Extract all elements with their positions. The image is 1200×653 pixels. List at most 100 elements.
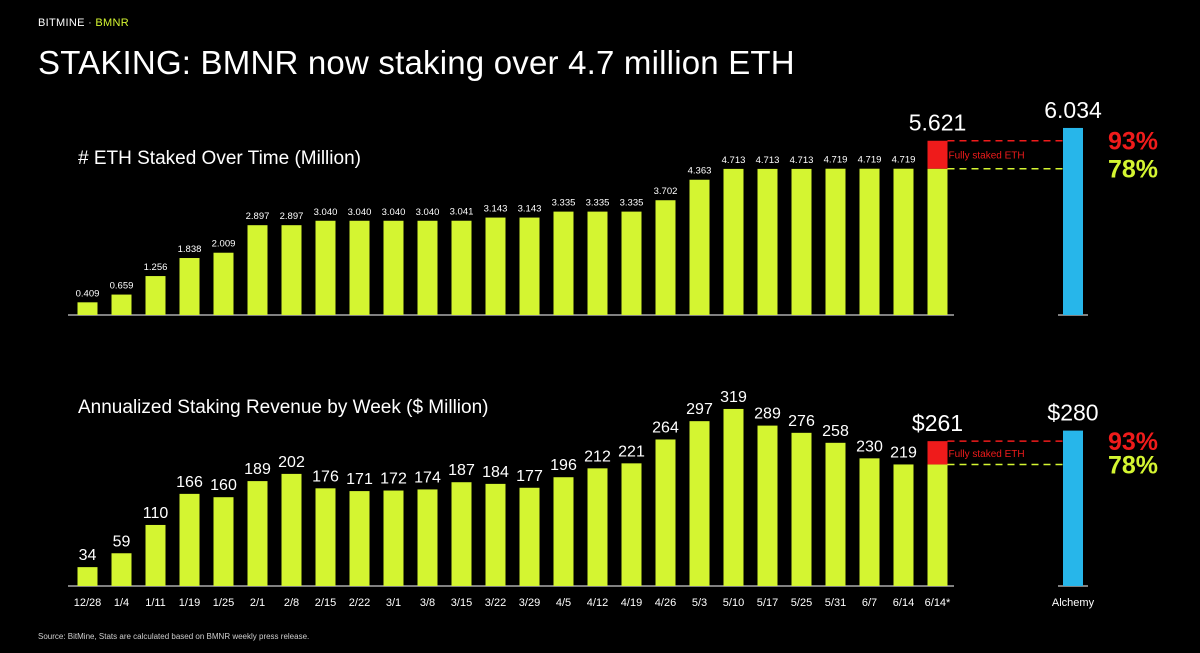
panel-1-value-label-6: 202 — [278, 454, 305, 471]
panel-0-bar-16 — [621, 211, 642, 315]
panel-1-value-label-9: 172 — [380, 471, 407, 488]
panel-0-bar-7 — [315, 220, 336, 315]
brand-ticker: BMNR — [95, 17, 129, 29]
panel-0-bar-25 — [927, 168, 948, 315]
panel-1-benchmark-label: $280 — [1047, 400, 1098, 426]
panel-0-bar-4 — [213, 252, 234, 315]
panel-1-value-label-19: 319 — [720, 389, 747, 406]
panel-0-percent-label-0: 93% — [1108, 128, 1158, 156]
panel-0-benchmark-bar — [1063, 127, 1083, 315]
x-tick-label-6: 2/8 — [284, 597, 299, 609]
x-tick-label-1: 1/4 — [114, 597, 129, 609]
panel-1-value-label-1: 59 — [113, 533, 131, 550]
panel-0-value-label-17: 3.702 — [654, 186, 678, 197]
x-tick-label-17: 4/26 — [655, 597, 676, 609]
panel-1-bar-4 — [213, 497, 234, 586]
brand-separator: · — [88, 17, 93, 29]
x-tick-label-5: 2/1 — [250, 597, 265, 609]
panel-1-bar-22 — [825, 442, 846, 586]
x-tick-label-21: 5/25 — [791, 597, 812, 609]
panel-0-value-label-21: 4.713 — [790, 155, 814, 166]
panel-0-fully-staked-label: 5.621 — [909, 110, 967, 136]
x-tick-label-15: 4/12 — [587, 597, 608, 609]
x-tick-label-20: 5/17 — [757, 597, 778, 609]
panel-0-fully-staked-bar — [927, 140, 948, 169]
source-note: Source: BitMine, Stats are calculated ba… — [38, 632, 310, 641]
panel-1-fully-staked-label: $261 — [912, 410, 963, 436]
panel-0-value-label-1: 0.659 — [110, 281, 134, 292]
panel-0-benchmark-label: 6.034 — [1044, 97, 1102, 123]
panel-0-bar-0 — [77, 302, 98, 315]
x-tick-label-19: 5/10 — [723, 597, 744, 609]
panel-1-value-label-14: 196 — [550, 457, 577, 474]
x-tick-label-22: 5/31 — [825, 597, 846, 609]
panel-1-value-label-12: 184 — [482, 464, 509, 481]
panel-0-value-label-20: 4.713 — [756, 155, 780, 166]
panel-1-fully-staked-annotation: Fully staked ETH — [949, 449, 1025, 460]
panel-1-bar-20 — [757, 425, 778, 586]
x-tick-label-24: 6/14 — [893, 597, 914, 609]
panel-1-fully-staked-bar — [927, 441, 948, 465]
panel-0-value-label-13: 3.143 — [518, 204, 542, 215]
brand-header: BITMINE · BMNR — [38, 17, 129, 29]
panel-1-value-label-13: 177 — [516, 468, 543, 485]
panel-0-value-label-2: 1.256 — [144, 262, 168, 273]
panel-1-bar-0 — [77, 567, 98, 586]
panel-0-bar-18 — [689, 179, 710, 315]
panel-1-bar-11 — [451, 482, 472, 586]
page-title: STAKING: BMNR now staking over 4.7 milli… — [38, 44, 795, 81]
panel-0-bar-19 — [723, 168, 744, 315]
panel-1-value-label-10: 174 — [414, 469, 441, 486]
panel-0-percent-label-1: 78% — [1108, 156, 1158, 184]
panel-1-value-label-21: 276 — [788, 413, 815, 430]
x-tick-label-13: 3/29 — [519, 597, 540, 609]
x-tick-label-3: 1/19 — [179, 597, 200, 609]
panel-1-value-label-11: 187 — [448, 462, 475, 479]
panel-0-value-label-24: 4.719 — [892, 155, 916, 166]
panel-0-value-label-14: 3.335 — [552, 198, 576, 209]
panel-0-value-label-9: 3.040 — [382, 207, 406, 218]
panel-1-value-label-17: 264 — [652, 419, 679, 436]
panel-0-bar-24 — [893, 168, 914, 315]
panel-0-bar-20 — [757, 168, 778, 315]
panel-1-bar-24 — [893, 464, 914, 586]
panel-0-value-label-22: 4.719 — [824, 155, 848, 166]
panel-0-bar-9 — [383, 220, 404, 315]
panel-1-bar-21 — [791, 432, 812, 586]
x-tick-label-benchmark: Alchemy — [1052, 597, 1095, 609]
panel-0-bar-21 — [791, 168, 812, 315]
panel-0-bar-8 — [349, 220, 370, 315]
panel-0-bar-14 — [553, 211, 574, 315]
panel-0-bar-10 — [417, 220, 438, 315]
x-tick-label-23: 6/7 — [862, 597, 877, 609]
panel-1-bar-5 — [247, 481, 268, 586]
x-tick-label-16: 4/19 — [621, 597, 642, 609]
x-tick-label-0: 12/28 — [74, 597, 102, 609]
panel-0-value-label-23: 4.719 — [858, 155, 882, 166]
panel-1-bar-13 — [519, 487, 540, 586]
panel-0-bar-6 — [281, 225, 302, 315]
panel-0-fully-staked-annotation: Fully staked ETH — [949, 151, 1025, 162]
panel-1-bar-3 — [179, 493, 200, 586]
x-tick-label-9: 3/1 — [386, 597, 401, 609]
x-tick-label-18: 5/3 — [692, 597, 707, 609]
panel-0-value-label-8: 3.040 — [348, 207, 372, 218]
panel-1-value-label-22: 258 — [822, 423, 849, 440]
panel-0-value-label-6: 2.897 — [280, 211, 304, 222]
panel-0-value-label-11: 3.041 — [450, 207, 474, 218]
panel-0-bar-17 — [655, 200, 676, 315]
panel-1-value-label-18: 297 — [686, 401, 713, 418]
panel-1-bar-15 — [587, 468, 608, 586]
panel-0-value-label-10: 3.040 — [416, 207, 440, 218]
panel-0-value-label-12: 3.143 — [484, 204, 508, 215]
panel-1-value-label-20: 289 — [754, 406, 781, 423]
x-tick-label-14: 4/5 — [556, 597, 571, 609]
panel-0-value-label-3: 1.838 — [178, 244, 202, 255]
panel-1-bar-17 — [655, 439, 676, 586]
panel-1-bar-12 — [485, 483, 506, 586]
panel-0-value-label-15: 3.335 — [586, 198, 610, 209]
panel-1-percent-label-0: 93% — [1108, 428, 1158, 456]
panel-1-title: Annualized Staking Revenue by Week ($ Mi… — [78, 397, 488, 418]
x-tick-label-8: 2/22 — [349, 597, 370, 609]
